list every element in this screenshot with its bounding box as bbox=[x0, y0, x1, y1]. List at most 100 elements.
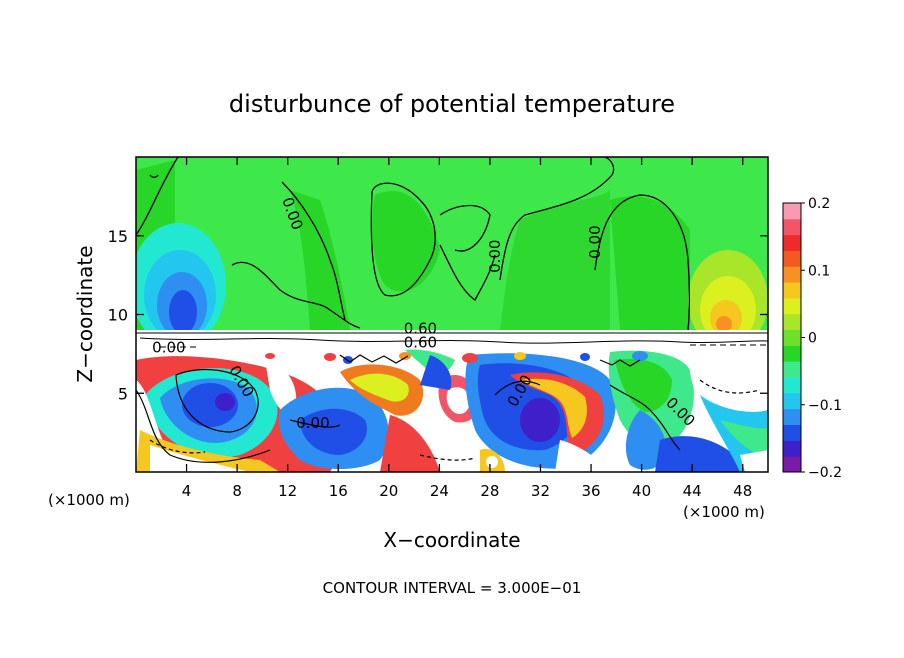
y-axis-label: Z−coordinate bbox=[73, 245, 97, 382]
field-patch bbox=[615, 358, 672, 412]
contour-line bbox=[136, 389, 271, 463]
x-tick-label: 8 bbox=[232, 482, 242, 500]
field-patch bbox=[265, 360, 297, 414]
upper-darkgreen-patch bbox=[290, 190, 350, 330]
contour-line bbox=[370, 182, 436, 297]
field-core bbox=[486, 456, 498, 468]
contour-line bbox=[439, 204, 491, 252]
field-core bbox=[520, 398, 560, 442]
field-patch bbox=[446, 387, 470, 414]
contour-line bbox=[494, 380, 541, 396]
contour-label: 0.60 bbox=[404, 319, 437, 337]
contour-line bbox=[231, 261, 361, 329]
x-unit-left: (×1000 m) bbox=[48, 491, 130, 509]
colorbar-swatch bbox=[783, 203, 801, 220]
field-patch bbox=[380, 415, 440, 472]
colorbar-swatch bbox=[783, 408, 801, 426]
field-patch bbox=[300, 408, 368, 455]
upper-darkgreen-patch bbox=[610, 196, 690, 330]
contour-line bbox=[499, 157, 615, 281]
speckle bbox=[580, 353, 590, 361]
lower-contours bbox=[136, 354, 761, 463]
speckle bbox=[514, 352, 526, 360]
upper-darkgreen-patch bbox=[372, 191, 440, 292]
x-tick-label: 16 bbox=[329, 482, 348, 500]
colorbar-tick-label: 0 bbox=[808, 331, 817, 347]
contour-line bbox=[594, 194, 691, 330]
x-tick-label: 24 bbox=[430, 482, 449, 500]
contour-line bbox=[599, 359, 641, 367]
contour-label: 0.00 bbox=[586, 225, 604, 258]
field-patch bbox=[720, 420, 768, 455]
colorbar-swatch bbox=[783, 218, 801, 236]
contour-line bbox=[175, 369, 259, 433]
speckle bbox=[265, 353, 275, 359]
colorbar-swatch bbox=[783, 282, 801, 299]
colorbar-swatch bbox=[783, 297, 801, 315]
contour-line bbox=[281, 181, 346, 321]
x-axis: 4 8 12 16 20 24 28 32 36 40 44 48 bbox=[182, 157, 752, 500]
y-tick-label: 15 bbox=[108, 227, 128, 246]
field-patch bbox=[420, 355, 452, 390]
contour-line bbox=[136, 157, 179, 236]
contour-line bbox=[609, 384, 681, 451]
field-patch bbox=[740, 450, 768, 472]
colorbar-swatch bbox=[783, 424, 801, 441]
contour-line bbox=[419, 454, 476, 461]
speckle bbox=[632, 351, 648, 361]
y-tick-label: 5 bbox=[118, 384, 128, 403]
chart-title: disturbunce of potential temperature bbox=[229, 90, 675, 118]
x-tick-label: 20 bbox=[379, 482, 398, 500]
y-tick-label: 10 bbox=[108, 306, 128, 325]
speckle bbox=[462, 353, 478, 363]
band-contours bbox=[136, 332, 769, 348]
field-patch bbox=[555, 440, 610, 472]
contour-line bbox=[439, 244, 496, 301]
contour-interval: CONTOUR INTERVAL = 3.000E−01 bbox=[323, 579, 582, 597]
contour-label: 0.00 bbox=[486, 240, 504, 273]
colorbar: 0.2 0.1 0 −0.1 −0.2 bbox=[782, 196, 842, 481]
x-tick-label: 32 bbox=[531, 482, 550, 500]
contour-line bbox=[339, 354, 409, 364]
colorbar-swatch bbox=[783, 392, 801, 410]
colorbar-tick-label: 0.2 bbox=[808, 196, 830, 212]
x-tick-label: 44 bbox=[683, 482, 702, 500]
x-tick-label: 48 bbox=[733, 482, 752, 500]
colorbar-swatch bbox=[783, 440, 801, 457]
colorbar-swatch bbox=[783, 234, 801, 251]
colorbar-swatch bbox=[783, 313, 801, 331]
colorbar-swatch bbox=[783, 329, 801, 346]
colorbar-swatch bbox=[783, 377, 801, 394]
cold-anomaly-core bbox=[169, 290, 197, 330]
contour-label: 0.60 bbox=[404, 334, 437, 352]
x-tick-label: 12 bbox=[278, 482, 297, 500]
x-tick-label: 36 bbox=[581, 482, 600, 500]
contour-line bbox=[149, 439, 206, 454]
speckle bbox=[324, 353, 336, 361]
field-patch bbox=[150, 445, 250, 472]
warm-anomaly-core bbox=[716, 316, 732, 330]
colorbar-swatch bbox=[783, 456, 801, 473]
y-axis: 5 10 15 bbox=[108, 227, 768, 403]
x-unit-right: (×1000 m) bbox=[683, 503, 765, 521]
colorbar-tick-label: −0.2 bbox=[808, 465, 842, 481]
x-axis-label: X−coordinate bbox=[383, 528, 520, 552]
contour-line bbox=[289, 419, 341, 428]
colorbar-tick-label: −0.1 bbox=[808, 398, 842, 414]
field-core bbox=[215, 393, 235, 411]
x-tick-label: 4 bbox=[182, 482, 192, 500]
colorbar-tick-label: 0.1 bbox=[808, 263, 830, 279]
speckle bbox=[399, 352, 411, 360]
lower-field bbox=[136, 348, 768, 472]
contour-line bbox=[149, 174, 159, 178]
field-patch bbox=[350, 373, 409, 402]
contour-line bbox=[699, 379, 761, 394]
colorbar-swatch bbox=[783, 345, 801, 362]
band-contour bbox=[139, 337, 769, 344]
colorbar-swatch bbox=[783, 266, 801, 283]
field-patch bbox=[625, 410, 667, 470]
colorbar-swatch bbox=[783, 250, 801, 267]
x-tick-label: 40 bbox=[632, 482, 651, 500]
contour-label: 0.00 bbox=[152, 338, 185, 356]
